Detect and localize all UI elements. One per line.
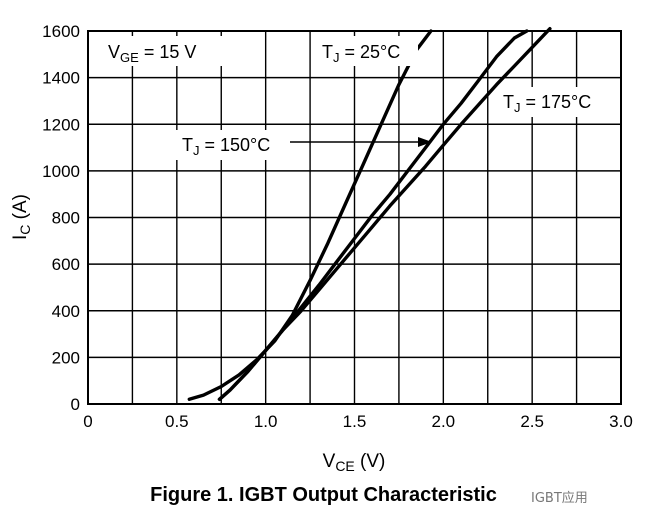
igbt-output-chart: 0 0.5 1.0 1.5 2.0 2.5 3.0 0 200 400 600 800 1000 120… (10, 22, 633, 474)
grid-lines (88, 31, 621, 404)
y-tick-label: 1200 (42, 115, 80, 134)
curve-tj-175c (217, 27, 552, 401)
x-tick-label: 0.5 (165, 412, 189, 431)
y-tick-label: 600 (52, 255, 80, 274)
curve-tj-25c (187, 29, 433, 401)
y-axis-title: IC (A) (10, 194, 33, 240)
vge-annotation-box: VGE = 15 V (100, 36, 224, 66)
x-tick-label: 2.5 (520, 412, 544, 431)
y-tick-label: 1600 (42, 22, 80, 41)
x-tick-label: 3.0 (609, 412, 633, 431)
tj175-annotation: TJ = 175°C (497, 87, 615, 117)
curves (187, 27, 552, 401)
x-tick-label: 0 (83, 412, 92, 431)
svg-text:VGE = 15 V: VGE = 15 V (108, 42, 196, 65)
y-tick-label: 0 (71, 395, 80, 414)
figure-caption: Figure 1. IGBT Output Characteristic (150, 484, 497, 506)
x-tick-label: 1.5 (343, 412, 367, 431)
x-tick-labels: 0 0.5 1.0 1.5 2.0 2.5 3.0 (83, 412, 633, 431)
y-tick-label: 1000 (42, 162, 80, 181)
svg-text:TJ = 150°C: TJ = 150°C (182, 135, 270, 158)
svg-text:TJ = 25°C: TJ = 25°C (322, 42, 400, 65)
x-tick-label: 1.0 (254, 412, 278, 431)
y-tick-label: 400 (52, 302, 80, 321)
svg-text:TJ = 175°C: TJ = 175°C (503, 92, 591, 115)
x-tick-label: 2.0 (432, 412, 456, 431)
tj25-annotation: TJ = 25°C (316, 36, 418, 66)
tj150-arrowhead (418, 137, 432, 147)
tj150-annotation: TJ = 150°C (176, 130, 432, 160)
watermark-label: IGBT应用 (528, 487, 591, 506)
y-tick-label: 800 (52, 209, 80, 228)
plot-frame (87, 30, 622, 405)
y-tick-label: 1400 (42, 69, 80, 88)
x-axis-title: VCE (V) (323, 451, 386, 474)
y-tick-labels: 0 200 400 600 800 1000 1200 1400 1600 (42, 22, 80, 414)
y-tick-label: 200 (52, 348, 80, 367)
